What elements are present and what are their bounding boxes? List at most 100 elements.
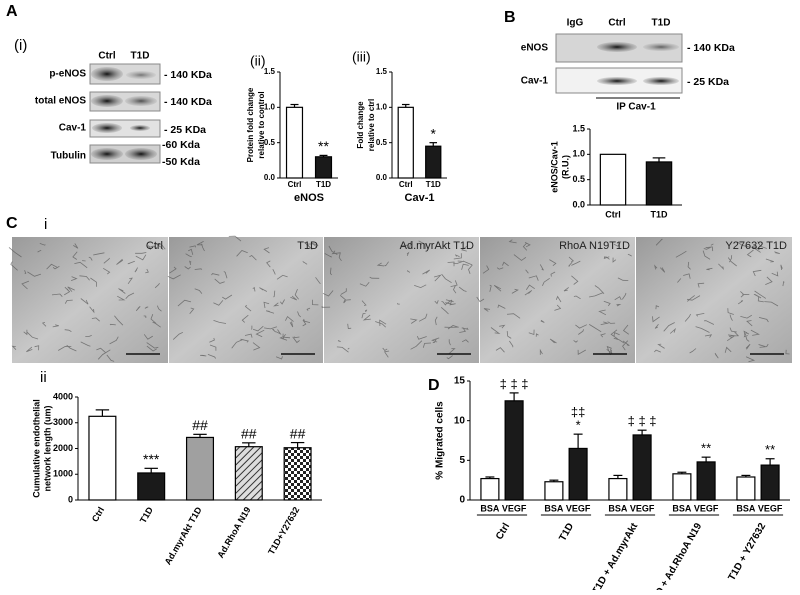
cell-network	[321, 240, 473, 360]
significance: ##	[241, 426, 257, 442]
y-axis-label: relative to control	[257, 91, 266, 158]
x-tick-label: T1D + Y27632	[726, 521, 768, 583]
legend-label: BSA	[480, 503, 500, 513]
bar	[568, 447, 588, 501]
y-tick-label: 1.0	[264, 102, 276, 111]
panel-label: A	[6, 3, 18, 20]
y-tick-label: 0.5	[264, 138, 276, 147]
blot-a: Ctrl T1D p-eNOS total eNOS Cav-1 Tubulin…	[35, 51, 212, 168]
panel-sublabel: ii	[40, 369, 47, 386]
bar	[285, 106, 304, 179]
bar	[137, 472, 166, 501]
x-tick-label: T1D	[316, 180, 331, 189]
bar	[88, 415, 117, 501]
lane-label: T1D	[652, 18, 671, 29]
size-label: -50 Kda	[162, 156, 200, 168]
bar	[425, 145, 442, 179]
x-tick-label: T1D	[650, 209, 668, 219]
y-tick-label: 1.0	[572, 149, 585, 159]
legend-label: BSA	[736, 503, 756, 513]
size-label: - 140 KDa	[687, 42, 735, 54]
significance: ##	[290, 425, 306, 441]
y-tick-label: 0	[68, 494, 73, 504]
blot-band	[92, 123, 122, 133]
x-tick-label: Ctrl	[399, 180, 413, 189]
blot-band	[91, 95, 123, 107]
bar	[397, 106, 414, 179]
panel-sublabel: i	[44, 216, 47, 233]
cell-network	[8, 242, 166, 362]
y-tick-label: 1.5	[572, 123, 585, 133]
legend-label: VEGF	[502, 503, 527, 513]
micrograph-label: RhoA N19T1D	[559, 240, 630, 252]
y-axis-label: Cumulative endothelial	[31, 399, 41, 498]
micrograph	[169, 237, 323, 363]
blot-band	[125, 96, 157, 106]
cell-network	[652, 238, 790, 363]
x-tick-label: T1D + Ad.myrAkt	[590, 521, 640, 590]
micrographs: Ctrl T1D Ad.myrAkt T1D RhoA N19T1D Y27632 T1…	[8, 235, 792, 363]
bar	[645, 161, 673, 206]
significance: **	[701, 441, 711, 456]
lane-label: T1D	[131, 51, 150, 62]
legend-label: BSA	[672, 503, 692, 513]
panel-sublabel: (iii)	[352, 49, 371, 65]
significance: ***	[143, 451, 160, 467]
micrograph	[480, 237, 635, 363]
size-label: - 140 KDa	[164, 69, 212, 81]
legend-label: VEGF	[630, 503, 655, 513]
y-tick-label: 0.0	[572, 199, 585, 209]
panel-label: D	[428, 377, 440, 394]
y-axis-label: network length (um)	[42, 406, 52, 492]
bar	[544, 481, 564, 501]
y-tick-label: 3000	[53, 417, 73, 427]
significance: *	[576, 418, 581, 433]
micrograph-label: Ad.myrAkt T1D	[400, 240, 474, 252]
panel-sublabel: (ii)	[250, 53, 266, 69]
x-tick-label: T1D	[557, 521, 576, 543]
x-tick-label: Ctrl	[288, 180, 302, 189]
legend-label: VEGF	[758, 503, 783, 513]
row-label: Cav-1	[59, 123, 87, 134]
y-tick-label: 1.0	[376, 102, 388, 111]
micrograph-label: T1D	[297, 240, 318, 252]
lane-label: IgG	[567, 18, 584, 29]
row-label: eNOS	[521, 43, 549, 54]
micrograph-label: Ctrl	[146, 240, 163, 252]
blot-band	[91, 148, 123, 160]
row-label: total eNOS	[35, 96, 86, 107]
legend-label: VEGF	[566, 503, 591, 513]
y-tick-label: 10	[454, 415, 466, 426]
y-tick-label: 0.5	[572, 174, 585, 184]
x-axis-label: Cav-1	[405, 192, 435, 204]
y-axis-label: relative to ctrl	[367, 99, 376, 151]
y-tick-label: 0.5	[376, 138, 388, 147]
y-axis-label: % Migrated cells	[435, 401, 446, 480]
blot-band	[643, 77, 679, 85]
blot-band	[643, 43, 679, 51]
bar	[760, 464, 780, 501]
bar	[632, 434, 652, 501]
blot-band	[130, 125, 150, 131]
blot-band	[597, 77, 637, 85]
blot-band	[126, 71, 156, 79]
x-tick-label: Ad.RhoA N19	[215, 505, 252, 560]
y-tick-label: 4000	[53, 391, 73, 401]
legend-label: BSA	[544, 503, 564, 513]
blot-b: IgG Ctrl T1D eNOS Cav-1 - 140 KDa - 25 K…	[521, 18, 735, 113]
y-tick-label: 0.0	[376, 173, 388, 182]
y-tick-label: 0	[459, 495, 465, 506]
y-tick-label: 5	[459, 455, 465, 466]
bar	[736, 476, 756, 501]
bar	[672, 473, 692, 501]
bar	[480, 477, 500, 501]
ip-label: IP Cav-1	[616, 102, 656, 113]
cell-network	[167, 235, 321, 360]
y-axis-label: Protein fold change	[246, 87, 255, 162]
size-label: - 25 KDa	[164, 124, 206, 136]
x-tick-label: T1D + Ad.RhoA N19	[648, 521, 704, 590]
x-tick-label: T1D	[426, 180, 441, 189]
bar	[314, 156, 333, 179]
